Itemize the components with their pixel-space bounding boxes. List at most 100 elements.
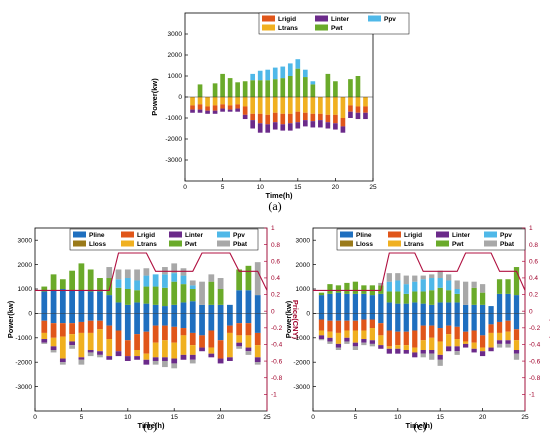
bar-lrigid-c [505, 320, 511, 332]
bar-linter-a [363, 112, 368, 120]
bar-pwt-c [437, 287, 443, 303]
legend-label-ppv: Ppv [384, 16, 396, 23]
bar-pwt-b [245, 265, 252, 291]
bar-lrigid-a [227, 105, 233, 110]
x-tick-label: 15 [294, 184, 302, 191]
bar-ltrans-c [479, 347, 486, 352]
bar-pwt-c [420, 291, 426, 304]
bar-linter-b [171, 358, 178, 364]
y-tick-label: -3000 [165, 157, 182, 164]
bar-lrigid-b [69, 323, 75, 335]
bar-pbat-c [369, 343, 375, 347]
bar-pwt-b [78, 263, 85, 291]
legend-swatch-lloss [340, 240, 353, 247]
bar-lrigid-a [190, 105, 195, 110]
bar-pline-b [50, 290, 57, 314]
bar-pline-c [395, 313, 401, 332]
chart-c: 0 5 10 15 20 25-3000-2000-10000100020003000Ti… [284, 225, 550, 433]
bar-pline-c [488, 306, 494, 314]
bar-pline-b [115, 313, 122, 331]
bar-linter-c [403, 350, 409, 354]
bar-pwt-a [265, 80, 271, 97]
bar-pbat-b [124, 269, 131, 279]
bar-pbat-b [180, 268, 187, 276]
bar-linter-b [180, 354, 187, 360]
bar-pwt-b [217, 289, 224, 305]
y2-tick-label: -0.2 [529, 325, 541, 332]
bar-lrigid-c [318, 319, 325, 331]
bar-pbat-b [152, 360, 159, 365]
y-axis-label: Power(kw) [6, 300, 15, 338]
bar-ltrans-c [446, 334, 452, 347]
bar-pbat-b [254, 262, 261, 296]
bar-pline-b [245, 313, 252, 324]
bar-linter-c [386, 348, 392, 354]
bar-ltrans-b [254, 345, 261, 358]
bar-pbat-c [463, 281, 469, 305]
bar-pwt-b [115, 287, 122, 303]
bar-lrigid-a [325, 114, 331, 123]
bar-pline-b [227, 313, 233, 326]
bar-lrigid-c [369, 319, 375, 329]
bar-pbat-c [505, 343, 511, 348]
bar-pline-b [106, 313, 113, 326]
bar-lrigid-b [78, 321, 85, 333]
bar-ltrans-b [134, 350, 140, 357]
bar-lrigid-a [363, 106, 368, 113]
y-tick-label: 2000 [168, 52, 183, 59]
bar-linter-b [97, 351, 103, 355]
bar-ltrans-b [87, 332, 94, 350]
bar-pline-b [189, 313, 196, 333]
legend-label-pline: Pline [89, 232, 105, 239]
bar-pline-b [143, 303, 150, 314]
bar-ltrans-c [335, 332, 342, 344]
x-tick-label: 15 [171, 414, 179, 421]
bar-linter-a [272, 122, 278, 130]
bar-pbat-b [162, 360, 168, 368]
bar-pwt-b [152, 286, 159, 305]
bar-ppv-a [272, 67, 278, 80]
bar-ppv-c [420, 279, 426, 292]
legend-label-lloss: Lloss [356, 241, 373, 248]
bar-pbat-c [513, 353, 520, 360]
bar-ltrans-c [318, 330, 325, 336]
bar-ppv-b [189, 285, 196, 289]
bar-linter-c [454, 346, 460, 352]
x-tick-label: 10 [124, 414, 132, 421]
bar-linter-b [124, 356, 131, 361]
bar-pline-b [106, 295, 113, 314]
bar-linter-b [227, 357, 233, 361]
bar-lrigid-b [227, 325, 233, 333]
caption-a: (a) [268, 199, 281, 213]
bar-pline-c [335, 313, 342, 321]
bar-pbat-c [335, 347, 342, 350]
bar-linter-a [197, 109, 203, 113]
legend-label-ltrans: Ltrans [278, 25, 298, 32]
bar-pline-c [327, 293, 333, 314]
bar-pline-c [488, 313, 494, 325]
bar-lrigid-b [41, 320, 48, 333]
bar-ltrans-a [190, 97, 195, 106]
bar-pwt-b [106, 278, 113, 296]
bar-pline-b [41, 313, 48, 321]
bar-linter-c [496, 340, 503, 344]
bar-pline-b [171, 304, 178, 314]
bar-lrigid-b [50, 323, 57, 338]
bar-lrigid-c [488, 324, 494, 333]
bar-ppv-c [412, 281, 418, 292]
y-tick-label: -2000 [165, 136, 182, 143]
bar-pline-c [352, 293, 359, 314]
bar-pwt-c [327, 284, 333, 294]
bar-lrigid-a [242, 106, 248, 115]
y2-axis-label: Price(CNY) [291, 300, 300, 340]
bar-pline-c [344, 293, 350, 314]
bar-lrigid-c [335, 320, 342, 333]
y-tick-label: -2000 [15, 359, 32, 366]
bar-pwt-a [333, 81, 338, 97]
bar-ltrans-b [106, 339, 113, 357]
bar-pwt-b [59, 279, 66, 289]
bar-ltrans-c [378, 335, 384, 346]
bar-ltrans-b [180, 335, 187, 355]
y2-tick-label: -0.4 [529, 342, 541, 349]
